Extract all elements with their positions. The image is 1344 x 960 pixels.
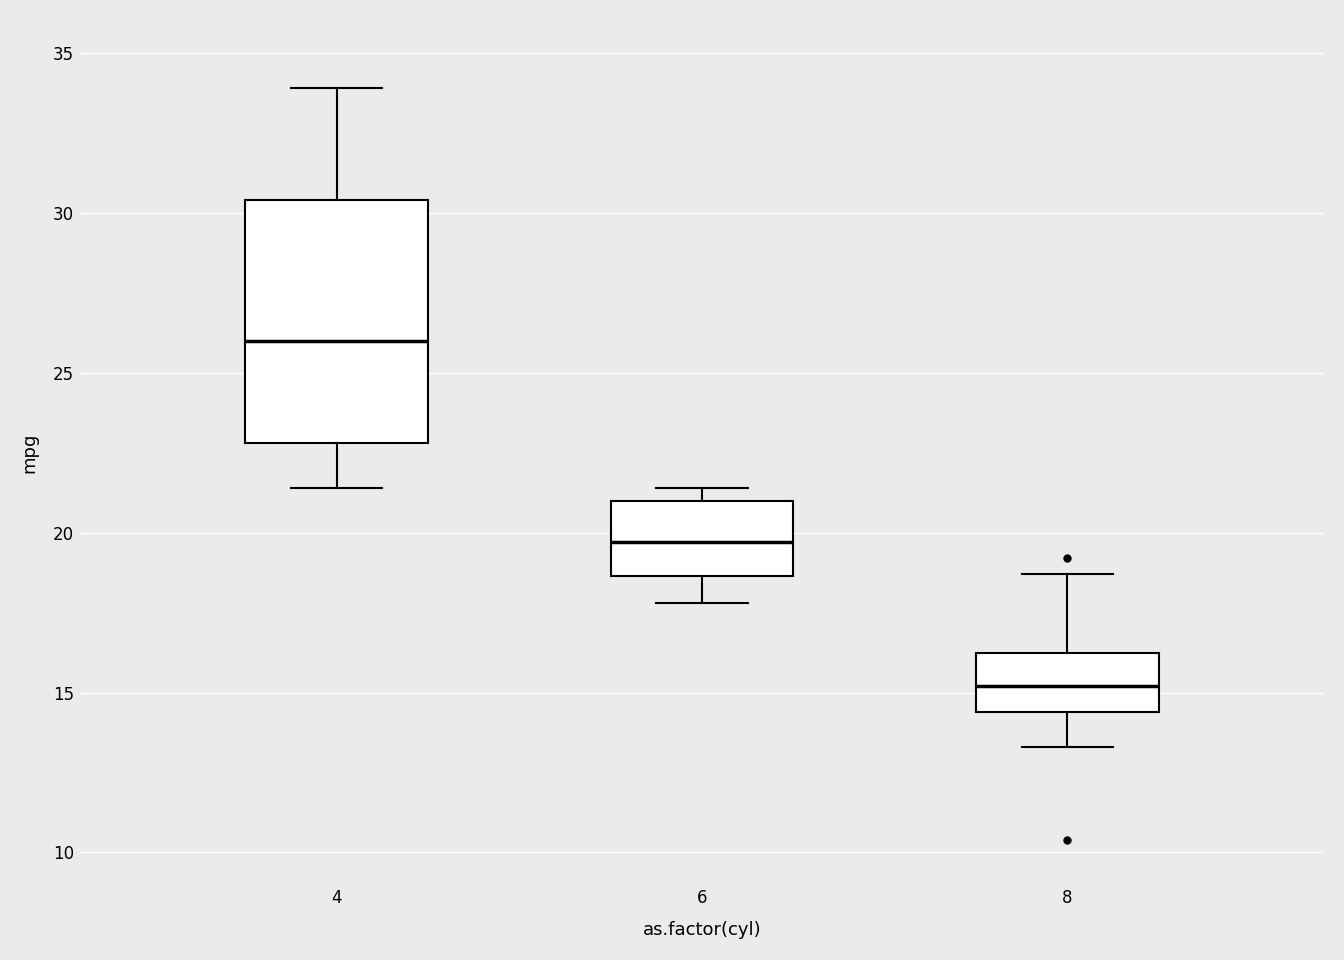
PathPatch shape [610,500,793,576]
PathPatch shape [976,653,1159,711]
PathPatch shape [245,200,427,443]
Y-axis label: mpg: mpg [22,432,39,473]
X-axis label: as.factor(cyl): as.factor(cyl) [642,922,761,939]
